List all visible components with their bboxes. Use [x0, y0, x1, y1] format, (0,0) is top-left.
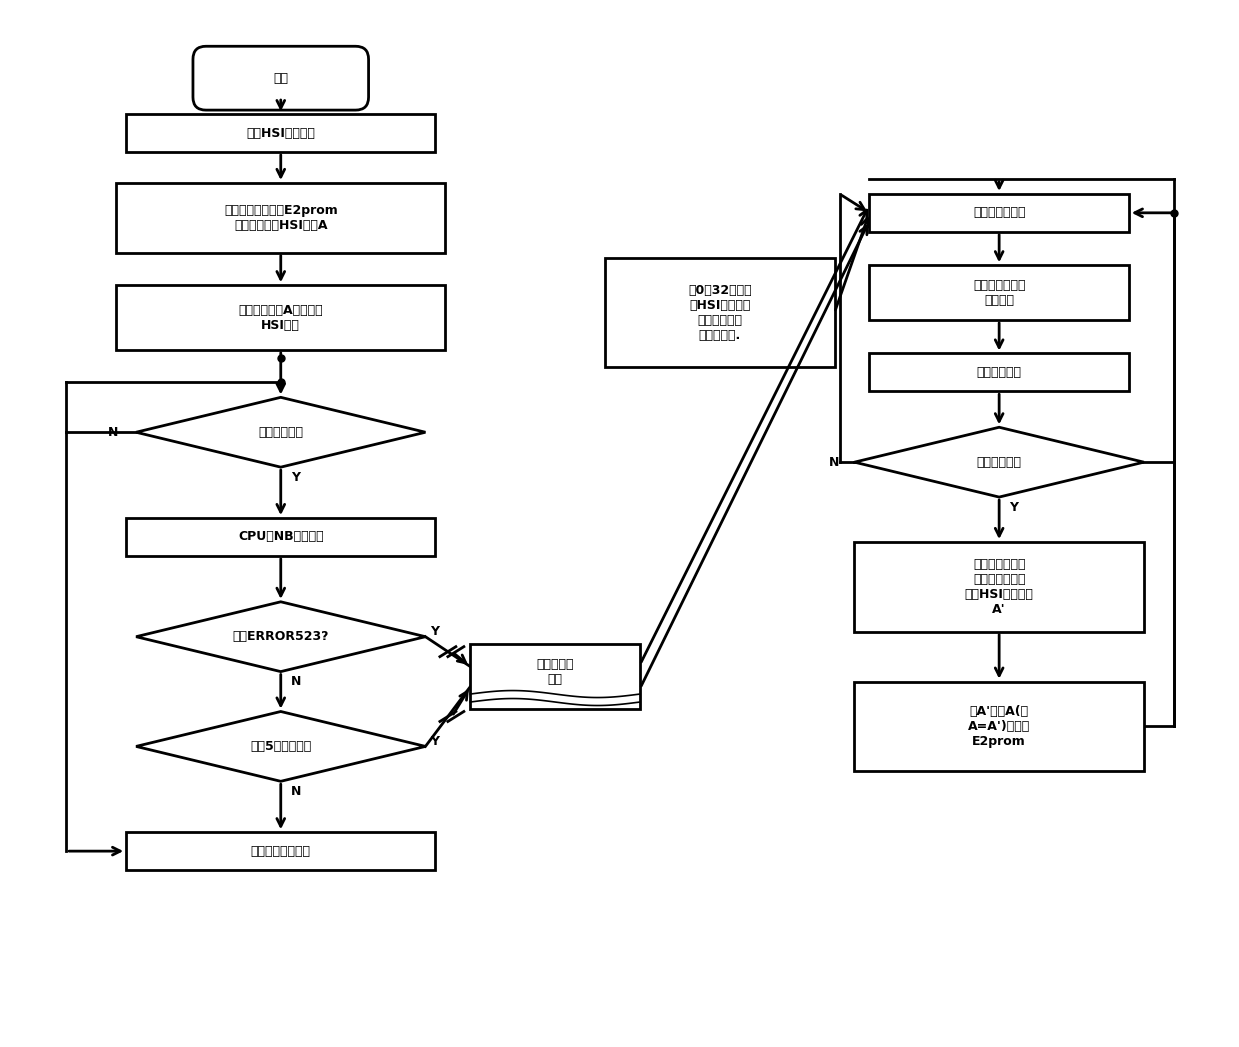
Text: 处理其他外设模块: 处理其他外设模块 — [250, 845, 311, 857]
FancyBboxPatch shape — [855, 682, 1144, 772]
FancyBboxPatch shape — [471, 644, 641, 709]
Text: 外设初始化，读取E2prom
里上次保存的HSI参数A: 外设初始化，读取E2prom 里上次保存的HSI参数A — [224, 204, 338, 231]
Text: Y: Y — [430, 735, 440, 748]
Text: N: N — [291, 785, 301, 798]
Polygon shape — [136, 397, 425, 467]
FancyBboxPatch shape — [855, 542, 1144, 631]
Text: N: N — [108, 426, 118, 439]
FancyBboxPatch shape — [126, 832, 435, 870]
Text: 从0到32轮换赋
值HSI时钟调整
因子，试探通
讯是否成功.: 从0到32轮换赋 值HSI时钟调整 因子，试探通 讯是否成功. — [688, 284, 752, 341]
Polygon shape — [136, 602, 425, 671]
Text: Y: Y — [291, 470, 300, 484]
Text: 连的5次通讯超时: 连的5次通讯超时 — [250, 740, 311, 753]
Text: N: N — [829, 455, 840, 469]
Text: 用参读到的数A修订内部
HSI时钟: 用参读到的数A修订内部 HSI时钟 — [238, 304, 323, 332]
Text: 满定退出条件: 满定退出条件 — [976, 455, 1022, 469]
FancyBboxPatch shape — [870, 265, 1129, 320]
Text: 更新起始与末尾
变量数据: 更新起始与末尾 变量数据 — [973, 279, 1026, 307]
FancyBboxPatch shape — [126, 518, 435, 556]
Text: 更新轮换变量: 更新轮换变量 — [976, 365, 1022, 379]
Text: 时钟自适应
模块: 时钟自适应 模块 — [536, 658, 574, 686]
Polygon shape — [855, 427, 1144, 497]
Text: CPU与NB握手通讯: CPU与NB握手通讯 — [238, 531, 323, 543]
Text: 出现ERROR523?: 出现ERROR523? — [233, 630, 330, 643]
FancyBboxPatch shape — [605, 258, 835, 367]
Text: 内部HSI时钟配置: 内部HSI时钟配置 — [247, 127, 315, 139]
Text: N: N — [291, 675, 301, 688]
FancyBboxPatch shape — [870, 194, 1129, 231]
Text: 通过得到的起始
与末尾变量找出
最佳HSI适配参数
A': 通过得到的起始 与末尾变量找出 最佳HSI适配参数 A' — [965, 558, 1033, 616]
FancyBboxPatch shape — [116, 183, 445, 252]
Text: 上电: 上电 — [274, 71, 289, 85]
FancyBboxPatch shape — [126, 114, 435, 152]
Text: 自适应变量赋值: 自适应变量赋值 — [973, 206, 1026, 219]
Text: Y: Y — [430, 625, 440, 639]
FancyBboxPatch shape — [870, 354, 1129, 392]
Text: 满足通讯条件: 满足通讯条件 — [258, 426, 304, 439]
Text: 用A'替换A(即
A=A')并存入
E2prom: 用A'替换A(即 A=A')并存入 E2prom — [968, 705, 1031, 748]
Text: Y: Y — [1009, 500, 1018, 513]
FancyBboxPatch shape — [193, 46, 368, 110]
Polygon shape — [136, 712, 425, 781]
FancyBboxPatch shape — [116, 285, 445, 350]
